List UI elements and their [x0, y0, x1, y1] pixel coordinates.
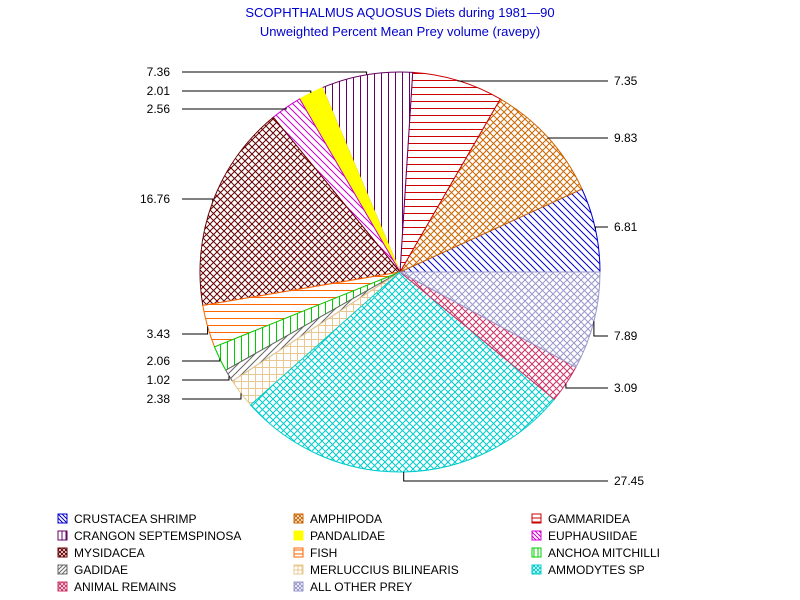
legend-item-mysidacea: MYSIDACEA [57, 546, 145, 560]
legend-label-pandalidae: PANDALIDAE [310, 529, 385, 543]
data-label-gammaridea: 7.35 [614, 74, 638, 88]
legend-label-ammodytes-sp: AMMODYTES SP [548, 563, 645, 577]
slice-labels: 6.81 9.83 7.35 7.36 2.01 2.56 16.76 3.43 2.06 1.0… [140, 65, 644, 488]
legend-label-crangon-septemspinosa: CRANGON SEPTEMSPINOSA [74, 529, 241, 543]
data-label-anchoa-mitchilli: 2.06 [147, 354, 171, 368]
data-label-amphipoda: 9.83 [614, 131, 638, 145]
data-label-gadidae: 1.02 [147, 373, 171, 387]
leader-line-crustacea-shrimp [594, 226, 608, 230]
legend-item-animal-remains: ANIMAL REMAINS [57, 580, 176, 594]
leader-line-animal-remains [565, 383, 608, 389]
legend-item-pandalidae: PANDALIDAE [293, 529, 385, 543]
legend-item-gadidae: GADIDAE [57, 563, 128, 577]
legend-item-anchoa-mitchilli: ANCHOA MITCHILLI [531, 546, 660, 560]
legend-label-gammaridea: GAMMARIDEA [548, 512, 630, 526]
data-label-pandalidae: 2.01 [147, 84, 171, 98]
leader-line-pandalidae [182, 90, 312, 93]
legend-label-fish: FISH [310, 546, 337, 560]
leader-line-euphausiidae [182, 107, 287, 110]
legend-swatch-crangon-septemspinosa [57, 530, 68, 541]
data-label-ammodytes-sp: 27.45 [614, 474, 644, 488]
legend-item-crustacea-shrimp: CRUSTACEA SHRIMP [57, 512, 196, 526]
legend-item-all-other-prey: ALL OTHER PREY [293, 580, 412, 594]
legend-swatch-animal-remains [57, 581, 68, 592]
legend-item-amphipoda: AMPHIPODA [293, 512, 382, 526]
leader-lines [182, 71, 608, 482]
legend-swatch-merluccius-bilinearis [293, 564, 304, 575]
leader-line-merluccius-bilinearis [182, 393, 242, 400]
legend-label-all-other-prey: ALL OTHER PREY [310, 580, 412, 594]
pie-slice-ammodytes-sp [249, 271, 555, 473]
legend-item-crangon-septemspinosa: CRANGON SEPTEMSPINOSA [57, 529, 241, 543]
legend-label-euphausiidae: EUPHAUSIIDAE [548, 529, 637, 543]
leader-line-ammodytes-sp [403, 472, 608, 482]
legend-item-fish: FISH [293, 546, 337, 560]
legend-item-ammodytes-sp: AMMODYTES SP [531, 563, 645, 577]
pie-slice-all-other-prey [399, 271, 601, 368]
pie-slices [199, 71, 601, 473]
leader-line-crangon-septemspinosa [182, 71, 368, 75]
legend-swatch-gammaridea [531, 513, 542, 524]
leader-line-mysidacea [182, 198, 214, 202]
legend-swatch-crustacea-shrimp [57, 513, 68, 524]
legend-label-anchoa-mitchilli: ANCHOA MITCHILLI [548, 546, 660, 560]
legend-label-gadidae: GADIDAE [74, 563, 128, 577]
legend-swatch-fish [293, 547, 304, 558]
data-label-mysidacea: 16.76 [140, 192, 170, 206]
data-label-euphausiidae: 2.56 [147, 102, 171, 116]
legend-label-mysidacea: MYSIDACEA [74, 546, 145, 560]
legend-item-gammaridea: GAMMARIDEA [531, 512, 630, 526]
data-label-crustacea-shrimp: 6.81 [614, 220, 638, 234]
leader-line-all-other-prey [593, 321, 608, 337]
leader-line-anchoa-mitchilli [182, 358, 221, 362]
legend-item-euphausiidae: EUPHAUSIIDAE [531, 529, 637, 543]
leader-line-fish [182, 326, 209, 335]
legend-swatch-anchoa-mitchilli [531, 547, 542, 558]
legend-swatch-mysidacea [57, 547, 68, 558]
legend-swatch-ammodytes-sp [531, 564, 542, 575]
data-label-animal-remains: 3.09 [614, 381, 638, 395]
legend-label-crustacea-shrimp: CRUSTACEA SHRIMP [74, 512, 196, 526]
data-label-merluccius-bilinearis: 2.38 [147, 392, 171, 406]
legend-item-merluccius-bilinearis: MERLUCCIUS BILINEARIS [293, 563, 459, 577]
legend-label-amphipoda: AMPHIPODA [310, 512, 382, 526]
legend-swatch-amphipoda [293, 513, 304, 524]
legend-label-animal-remains: ANIMAL REMAINS [74, 580, 176, 594]
legend-swatch-pandalidae [293, 530, 304, 541]
legend-label-merluccius-bilinearis: MERLUCCIUS BILINEARIS [310, 563, 459, 577]
data-label-crangon-septemspinosa: 7.36 [147, 65, 171, 79]
legend-swatch-gadidae [57, 564, 68, 575]
chart-title: SCOPHTHALMUS AQUOSUS Diets during 1981—9… [245, 5, 554, 20]
chart-subtitle: Unweighted Percent Mean Prey volume (rav… [260, 24, 540, 39]
leader-line-gadidae [182, 375, 230, 381]
data-label-all-other-prey: 7.89 [614, 329, 638, 343]
legend-swatch-all-other-prey [293, 581, 304, 592]
legend: CRUSTACEA SHRIMP AMPHIPODA GAMMARIDEA CRANG… [57, 512, 660, 594]
legend-swatch-euphausiidae [531, 530, 542, 541]
data-label-fish: 3.43 [147, 327, 171, 341]
